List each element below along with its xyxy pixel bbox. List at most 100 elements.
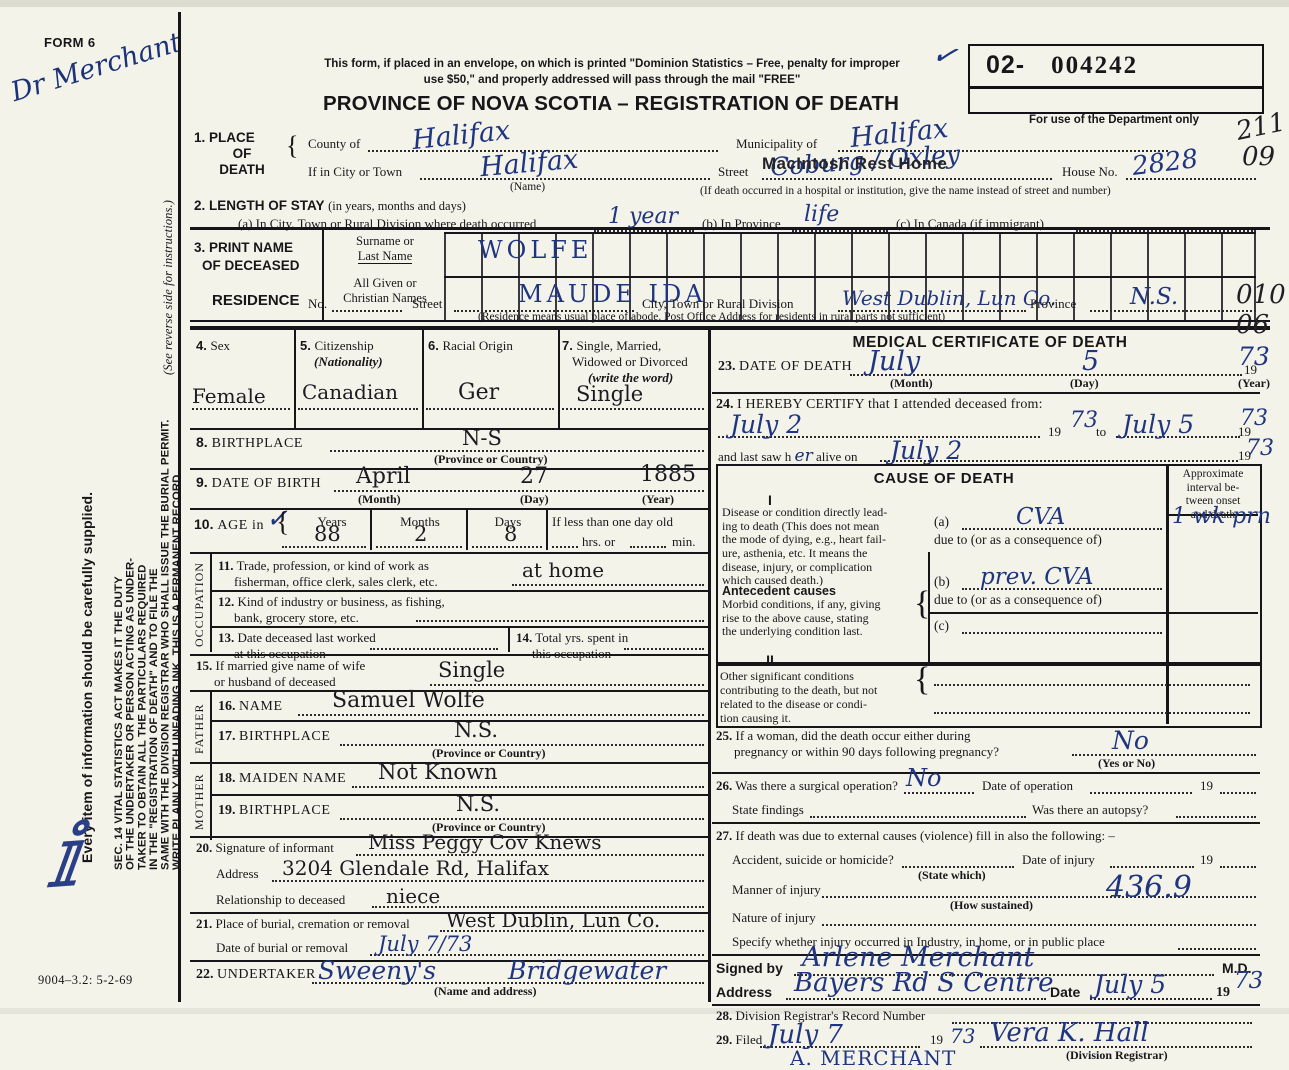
house-no-dotline (1126, 178, 1256, 180)
cod-row-b-dotline (962, 588, 1162, 590)
operation-year-prefix: 19 (1200, 778, 1213, 793)
rule-section-split (190, 326, 1270, 330)
place-of-death-label-of: OF (232, 146, 252, 161)
margin-code-4: 06 (1236, 310, 1270, 340)
item-number: 16. (218, 699, 236, 714)
informant-address-dotline (272, 880, 704, 882)
margin-code-2: 09 (1242, 142, 1276, 172)
age-hrs-dotline (552, 546, 578, 548)
cod-row-c-key: (c) (934, 618, 949, 633)
trade-label: 11. Trade, profession, or kind of work a… (218, 558, 438, 590)
date-of-death-label-text: DATE OF DEATH (739, 359, 853, 374)
item-number: 24. (716, 397, 734, 412)
death-year-value: 73 (1238, 342, 1270, 371)
rule-racial-marital (558, 330, 560, 430)
page-title: PROVINCE OF NOVA SCOTIA – REGISTRATION O… (322, 92, 900, 115)
mother-birthplace-label-text: BIRTHPLACE (239, 803, 331, 818)
rule-below-operation (712, 822, 1260, 824)
print-name-label: PRINT NAME (209, 240, 294, 255)
informant-address-label: Address (216, 866, 259, 881)
informant-sig-value: Miss Peggy Cov Knews (368, 830, 602, 854)
scan-bottom-edge (0, 1008, 1289, 1014)
signed-date-dotline (1090, 998, 1212, 1000)
length-b-value: life (804, 202, 840, 227)
spouse-label: 15. If married give name of wife or husb… (196, 658, 365, 690)
place-of-death-item-no: 1. PLACE (194, 130, 255, 145)
cod-row-rule (928, 612, 1258, 614)
cod-due-to-b: due to (or as a consequence of) (934, 592, 1102, 607)
length-c-dotline (1076, 230, 1256, 232)
dob-sub-day: (Day) (520, 492, 549, 506)
asw-dotline (902, 866, 1014, 868)
injury-place-label: Specify whether injury occurred in Indus… (732, 934, 1105, 949)
surname-label: Surname or Last Name (330, 234, 440, 265)
burial-place-label: 21. Place of burial, cremation or remova… (196, 916, 410, 932)
citizenship-label-text: Citizenship (314, 338, 374, 353)
citizenship-value: Canadian (302, 380, 399, 404)
age-days-dotline (472, 546, 542, 548)
informant-address-value: 3204 Glendale Rd, Halifax (282, 856, 550, 880)
birthplace-sub: (Province or Country) (434, 452, 548, 466)
last-saw-label-b: alive on (815, 449, 858, 464)
operation-value: No (906, 764, 942, 792)
item-number: 19. (218, 803, 236, 818)
place-of-death-label: PLACE (209, 130, 255, 145)
residence-note: (Residence means usual place of abode. P… (478, 311, 946, 323)
large-margin-signature-mark: ⅈ (44, 805, 85, 909)
manner-label: Manner of injury (732, 882, 821, 897)
rule-below-maiden (210, 794, 708, 796)
cod-row-a-interval: 1 wk prn (1172, 504, 1271, 529)
pregnancy-sub: (Yes or No) (1098, 756, 1156, 770)
last-saw-value: July 2 (890, 436, 963, 465)
pregnancy-value: No (1112, 726, 1149, 755)
date-of-death-dotline (850, 374, 1242, 376)
pregnancy-label-l1: If a woman, did the death occur either d… (735, 728, 971, 743)
age-months-value: 2 (414, 522, 428, 546)
item-number: 2. (194, 198, 206, 213)
citizenship-dotline (298, 408, 418, 410)
city-town-dotline (420, 178, 710, 180)
age-years-label: Years (317, 514, 347, 529)
death-year-prefix: 19 (1244, 362, 1257, 377)
residence-province-value: N.S. (1130, 284, 1179, 310)
rule-below-birthplace (190, 468, 708, 470)
last-worked-label: 13. Date deceased last worked at this oc… (218, 630, 376, 662)
injury-year-prefix: 19 (1200, 852, 1213, 867)
last-saw-year-prefix: 19 (1238, 448, 1251, 463)
cause-of-death-box-2 (716, 662, 1262, 728)
age-days-value: 8 (504, 522, 518, 546)
form-footer-code: 9004–3.2: 5-2-69 (38, 973, 133, 987)
marital-sub: (write the word) (588, 370, 674, 385)
print-name-item-no: 3. PRINT NAME (194, 240, 293, 255)
form-number: FORM 6 (44, 35, 96, 50)
informant-relationship-dotline (372, 906, 704, 908)
cod-antecedent-title: Antecedent causes (722, 584, 836, 598)
brace-antecedent: { (914, 585, 931, 622)
item-number: 13. (218, 630, 235, 645)
rule-above-print-name (190, 227, 1270, 230)
informant-relationship-label: Relationship to deceased (216, 892, 346, 907)
item-number: 10. (194, 516, 214, 532)
operation-label-text: Was there a surgical operation? (735, 778, 898, 793)
sex-dotline (192, 408, 290, 410)
registration-number-box: 02- 004242 (968, 44, 1264, 114)
length-a-label: (a) In City, Town or Rural Division wher… (238, 216, 537, 231)
signed-by-label: Signed by (716, 960, 783, 976)
item-number: 14. (516, 630, 533, 645)
cod-inner-divider (928, 552, 930, 662)
mother-birthplace-sub: (Province or Country) (432, 820, 546, 834)
industry-label-l2: bank, grocery store, etc. (234, 609, 359, 625)
filed-year-value: 73 (950, 1024, 976, 1048)
trade-label-l1: Trade, profession, or kind of work as (236, 558, 429, 573)
vertical-instruction-block: SEC. 14 VITAL STATISTICS ACT MAKES IT TH… (62, 125, 183, 885)
length-a-value: 1 year (608, 204, 679, 229)
informant-sig-dotline (356, 854, 704, 856)
residence-street-dotline (454, 310, 634, 312)
scan-top-edge (0, 0, 1289, 7)
certify-to-year-prefix: 19 (1238, 424, 1251, 439)
sex-value: Female (192, 384, 266, 408)
father-name-label-text: NAME (239, 699, 283, 714)
age-less-label: If less than one day old (552, 514, 673, 529)
informant-sig-label: 20. Signature of informant (196, 840, 334, 856)
father-birthplace-dotline (340, 744, 704, 746)
